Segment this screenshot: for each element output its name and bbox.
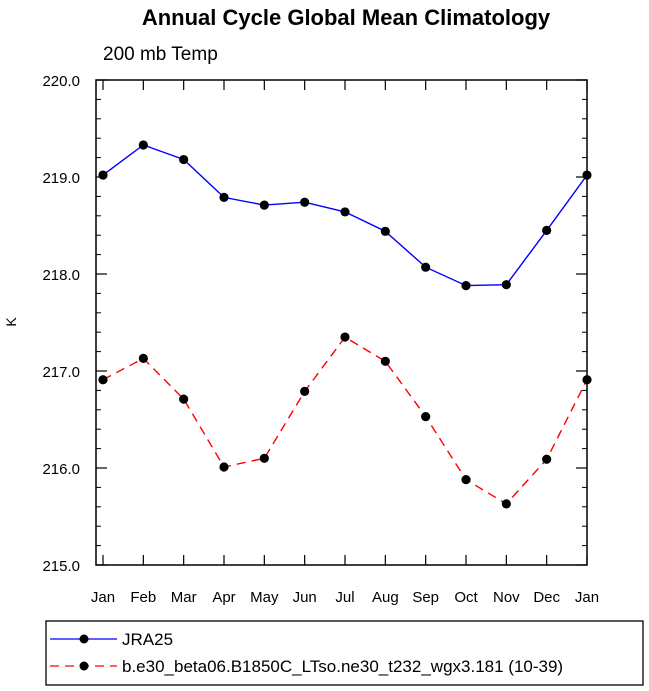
y-axis-label: K	[3, 317, 19, 327]
y-tick-label: 217.0	[42, 364, 80, 381]
x-tick-label: Jun	[293, 589, 317, 606]
series-1-point	[138, 353, 148, 363]
x-tick-label: Oct	[454, 589, 478, 606]
series-0-point	[380, 226, 390, 236]
series-0-point	[421, 262, 431, 272]
series-0-point	[461, 281, 471, 291]
series-0-point	[582, 170, 592, 180]
x-tick-label: Jul	[335, 589, 354, 606]
x-tick-label: May	[250, 589, 279, 606]
series-0-point	[179, 154, 189, 165]
series-1-point	[219, 462, 229, 472]
legend-label-model: b.e30_beta06.B1850C_LTso.ne30_t232_wgx3.…	[122, 657, 563, 676]
x-tick-label: Aug	[372, 589, 399, 606]
series-1-point	[300, 386, 310, 396]
chart-subtitle: 200 mb Temp	[103, 44, 218, 65]
x-tick-label: Sep	[412, 589, 439, 606]
x-tick-label: Apr	[212, 589, 235, 606]
legend: JRA25 b.e30_beta06.B1850C_LTso.ne30_t232…	[45, 620, 644, 686]
series-1-point	[501, 499, 511, 509]
legend-box	[45, 620, 644, 686]
series-0-point	[501, 280, 511, 290]
series-1-point	[179, 394, 189, 404]
series-1-point	[98, 375, 108, 385]
series-1-point	[340, 332, 350, 342]
plot-frame	[95, 79, 588, 566]
x-tick-label: Jan	[575, 589, 599, 606]
legend-label-jra25: JRA25	[122, 630, 173, 649]
x-tick-label: Mar	[171, 589, 197, 606]
series-1-point	[259, 453, 269, 463]
x-tick-label: Jan	[91, 589, 115, 606]
series-0-point	[300, 197, 310, 207]
legend-marker-jra25	[79, 634, 89, 644]
series-0-point	[542, 225, 552, 235]
series-0-point	[98, 170, 108, 180]
x-tick-label: Dec	[533, 589, 560, 606]
y-tick-label: 216.0	[42, 461, 80, 478]
series-0-point	[219, 192, 229, 202]
series-1-point	[582, 375, 592, 385]
x-tick-label: Nov	[493, 589, 520, 606]
axis-ticks: 215.0 216.0 217.0 218.0 219.0 220.0 Jan Feb Mar A…	[42, 73, 599, 606]
y-tick-label: 219.0	[42, 170, 80, 187]
series-0-point	[259, 200, 269, 210]
legend-marker-model	[79, 661, 89, 671]
series-0-point	[340, 207, 350, 217]
series-line-1	[102, 336, 588, 505]
series-1-point	[421, 411, 431, 422]
x-tick-label: Feb	[130, 589, 156, 606]
series-1-point	[461, 475, 471, 485]
series-0-point	[138, 140, 148, 150]
y-tick-label: 220.0	[42, 73, 80, 90]
series-layer	[98, 140, 592, 509]
series-1-point	[542, 454, 552, 464]
y-tick-label: 215.0	[42, 558, 80, 575]
y-tick-label: 218.0	[42, 267, 80, 284]
series-1-point	[380, 356, 390, 366]
chart-title: Annual Cycle Global Mean Climatology	[142, 5, 551, 30]
